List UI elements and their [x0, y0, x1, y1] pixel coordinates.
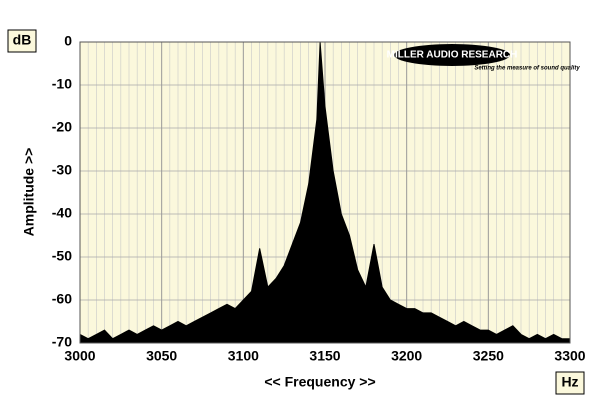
x-tick-label: 3000: [64, 348, 95, 364]
marks: [79, 41, 571, 344]
x-unit: Hz: [561, 374, 578, 390]
x-axis-label: << Frequency >>: [264, 374, 375, 390]
y-tick-label: -50: [52, 248, 72, 264]
plot-frame: [79, 41, 571, 344]
x-tick-label: 3250: [473, 348, 504, 364]
unit-box: [555, 371, 585, 395]
y-tick-label: -70: [52, 334, 72, 350]
y-tick-label: -40: [52, 205, 72, 221]
y-tick-label: -10: [52, 76, 72, 92]
logo: MILLER AUDIO RESEARCH: [387, 50, 518, 61]
x-tick-label: 3100: [228, 348, 259, 364]
x-tick-label: 3150: [309, 348, 340, 364]
y-unit: dB: [13, 32, 32, 48]
x-tick-label: 3200: [391, 348, 422, 364]
logo-badge: [394, 44, 510, 66]
y-tick-label: 0: [64, 33, 72, 49]
y-tick-label: -20: [52, 119, 72, 135]
y-tick-label: -30: [52, 162, 72, 178]
x-tick-label: 3050: [146, 348, 177, 364]
logo-tagline: Setting the measure of sound quality: [474, 66, 580, 72]
x-tick-label: 3300: [554, 348, 585, 364]
unit-box: [7, 29, 37, 53]
spectrum-area: [79, 41, 571, 344]
y-tick-label: -60: [52, 291, 72, 307]
y-axis-label: Amplitude >>: [21, 148, 37, 237]
